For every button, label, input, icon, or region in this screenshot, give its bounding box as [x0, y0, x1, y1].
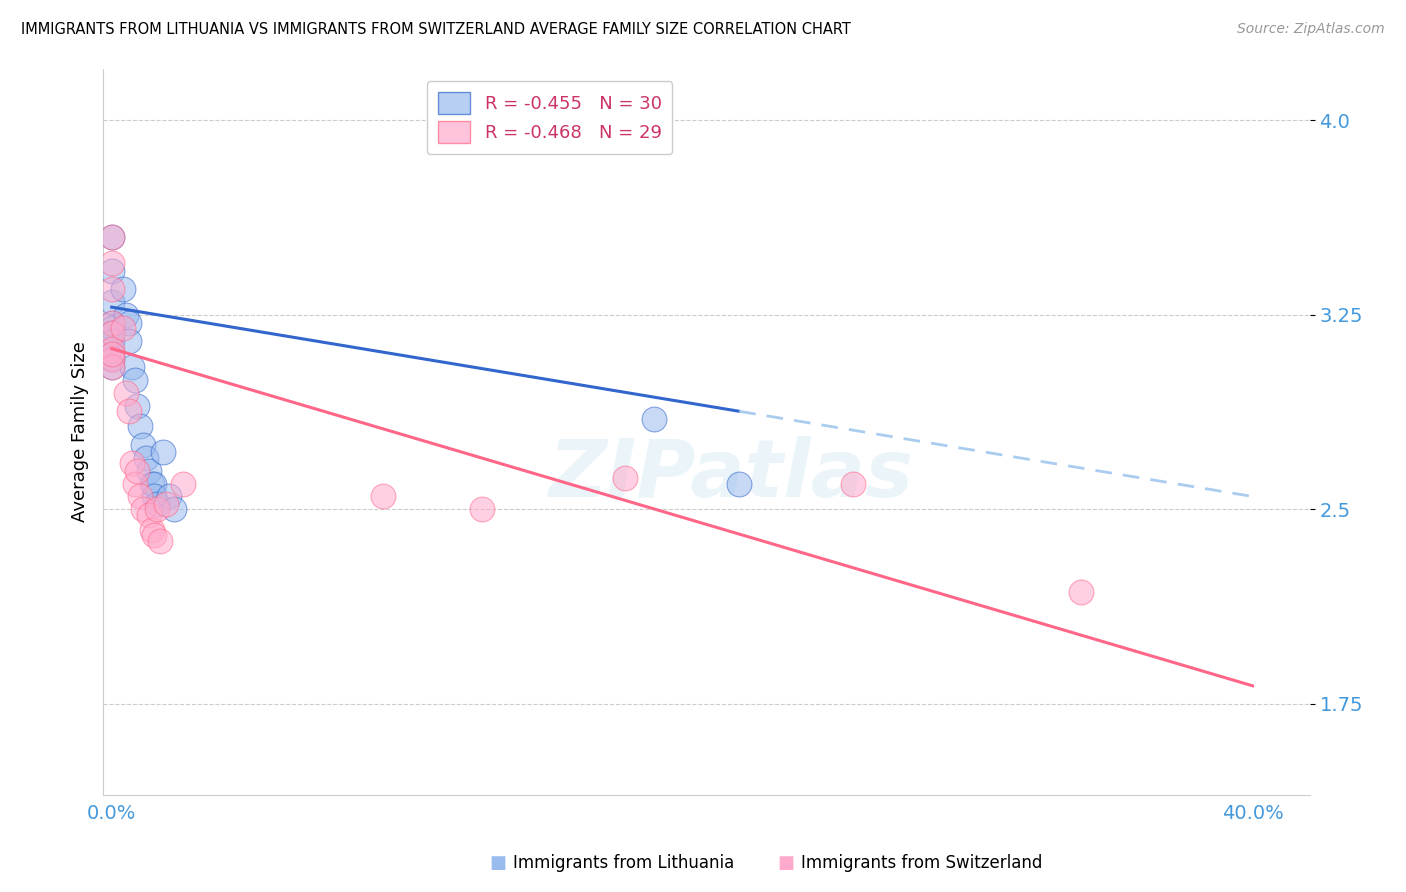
Point	[100, 359, 122, 374]
Text: Immigrants from Switzerland: Immigrants from Switzerland	[801, 855, 1043, 872]
Point	[138, 508, 160, 522]
Point	[100, 264, 122, 278]
Point	[155, 497, 177, 511]
Point	[132, 502, 155, 516]
Point	[143, 528, 166, 542]
Point	[138, 464, 160, 478]
Point	[100, 295, 122, 310]
Point	[100, 326, 122, 340]
Text: Source: ZipAtlas.com: Source: ZipAtlas.com	[1237, 22, 1385, 37]
Point	[112, 282, 135, 296]
Text: ■: ■	[489, 855, 506, 872]
Point	[143, 476, 166, 491]
Point	[100, 342, 122, 356]
Legend: R = -0.455   N = 30, R = -0.468   N = 29: R = -0.455 N = 30, R = -0.468 N = 29	[427, 81, 672, 154]
Point	[146, 497, 169, 511]
Point	[100, 316, 122, 330]
Point	[127, 399, 149, 413]
Point	[100, 230, 122, 244]
Point	[100, 347, 122, 361]
Point	[100, 256, 122, 270]
Point	[471, 502, 494, 516]
Point	[371, 490, 394, 504]
Point	[100, 351, 122, 366]
Point	[121, 359, 143, 374]
Point	[141, 476, 163, 491]
Point	[157, 490, 180, 504]
Point	[115, 385, 138, 400]
Point	[100, 230, 122, 244]
Point	[135, 450, 157, 465]
Point	[100, 334, 122, 348]
Point	[149, 533, 172, 548]
Point	[842, 476, 865, 491]
Point	[100, 347, 122, 361]
Text: ZIPatlas: ZIPatlas	[548, 436, 912, 514]
Point	[118, 404, 141, 418]
Point	[100, 282, 122, 296]
Point	[127, 464, 149, 478]
Point	[115, 308, 138, 322]
Point	[100, 326, 122, 340]
Point	[124, 476, 146, 491]
Point	[121, 456, 143, 470]
Point	[100, 359, 122, 374]
Point	[100, 321, 122, 335]
Point	[129, 490, 152, 504]
Point	[118, 334, 141, 348]
Point	[1070, 585, 1092, 599]
Point	[643, 411, 665, 425]
Y-axis label: Average Family Size: Average Family Size	[72, 342, 89, 522]
Point	[141, 523, 163, 537]
Point	[124, 373, 146, 387]
Text: IMMIGRANTS FROM LITHUANIA VS IMMIGRANTS FROM SWITZERLAND AVERAGE FAMILY SIZE COR: IMMIGRANTS FROM LITHUANIA VS IMMIGRANTS …	[21, 22, 851, 37]
Point	[100, 316, 122, 330]
Point	[129, 419, 152, 434]
Point	[172, 476, 194, 491]
Point	[146, 502, 169, 516]
Text: ■: ■	[778, 855, 794, 872]
Point	[614, 471, 637, 485]
Point	[112, 321, 135, 335]
Text: Immigrants from Lithuania: Immigrants from Lithuania	[513, 855, 734, 872]
Point	[118, 316, 141, 330]
Point	[100, 351, 122, 366]
Point	[143, 490, 166, 504]
Point	[132, 437, 155, 451]
Point	[152, 445, 174, 459]
Point	[728, 476, 751, 491]
Point	[163, 502, 186, 516]
